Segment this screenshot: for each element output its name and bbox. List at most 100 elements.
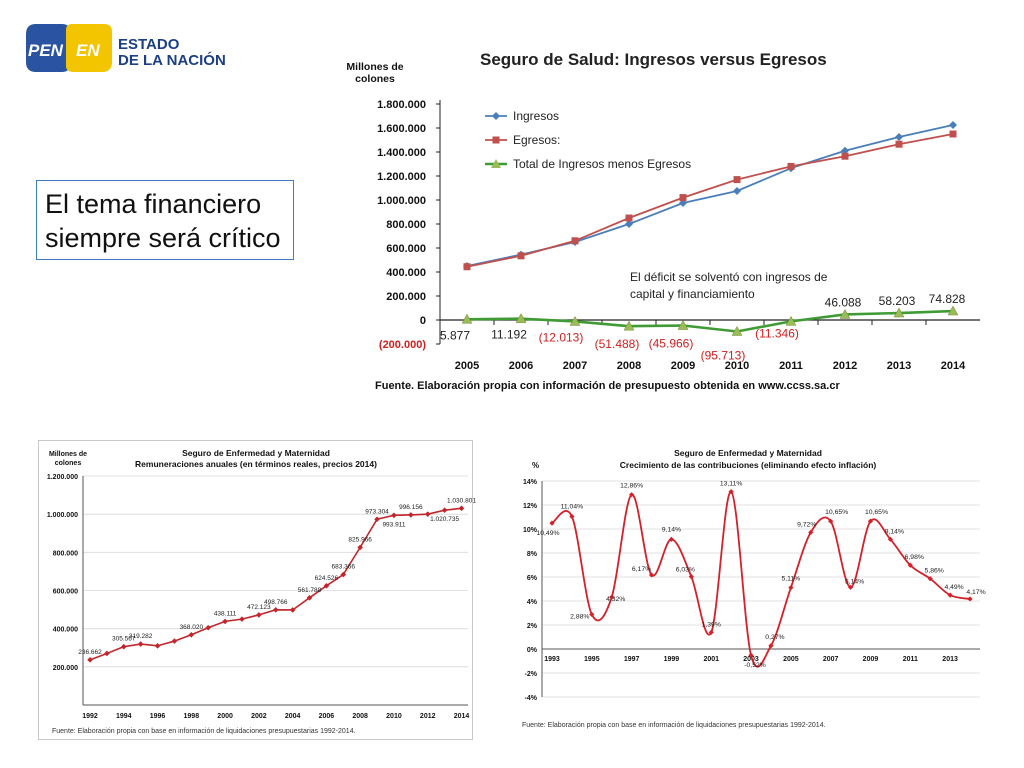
chart2-y-tick-label: 600.000 — [53, 589, 78, 596]
chart3-point — [688, 574, 694, 580]
chart2-data-label: 996.156 — [399, 504, 423, 511]
chart3-y-tick-label: -2% — [525, 671, 538, 678]
chart2-point — [272, 607, 279, 613]
chart1-point — [949, 121, 957, 129]
chart1-point — [515, 313, 527, 323]
chart2-ylabel: Millones de colones — [49, 451, 87, 467]
chart1-data-label: (45.966) — [649, 337, 694, 351]
chart2-data-label: 1.020.735 — [430, 516, 459, 523]
chart2-point — [408, 512, 414, 518]
estado-nacion-logo: PEN EN ESTADO DE LA NACIÓN — [20, 20, 230, 76]
chart1-point — [731, 325, 743, 336]
chart2-subtitle: Remuneraciones anuales (en términos real… — [135, 459, 377, 469]
chart1-x-tick-label: 2012 — [833, 360, 857, 372]
chart1-point — [677, 320, 689, 330]
chart2-y-tick-label: 800.000 — [53, 550, 78, 557]
chart2-point — [323, 583, 330, 589]
chart2-x-tick-label: 2008 — [352, 713, 368, 720]
chart3-point — [708, 629, 714, 635]
chart2-y-tick-label: 1.200.000 — [47, 474, 78, 481]
chart3-y-tick-label: 6% — [527, 575, 538, 582]
subtitle-box: El tema financiero siempre será crítico — [36, 180, 294, 260]
chart2-data-label: 305.567 — [112, 636, 136, 643]
chart2-x-tick-label: 2000 — [217, 713, 233, 720]
chart1-data-label: 74.828 — [929, 292, 966, 306]
chart1-y-tick-label: 400.000 — [386, 267, 426, 279]
chart1-y-tick-label: 1.200.000 — [377, 171, 426, 183]
chart2-point — [222, 618, 228, 625]
chart1-x-tick-label: 2008 — [617, 360, 641, 372]
chart2-source: Fuente: Elaboración propia con base en i… — [52, 728, 356, 735]
chart1-x-tick-label: 2007 — [563, 360, 587, 372]
chart1-legend: Ingresos Egresos: Total de Ingresos menos … — [485, 109, 691, 171]
chart2-point — [120, 643, 127, 650]
chart3-title: Seguro de Enfermedad y Maternidad — [674, 448, 822, 458]
chart3-data-label: 4,32% — [606, 596, 625, 603]
chart1-point — [571, 237, 579, 245]
chart1-point — [839, 308, 851, 319]
chart3-x-tick-label: 2011 — [903, 656, 918, 663]
chart1-data-label: 58.203 — [879, 294, 916, 308]
chart3-y-tick-label: -4% — [525, 695, 538, 702]
chart3-point — [748, 652, 754, 658]
chart2-x-tick-label: 2004 — [285, 713, 301, 720]
chart1-data-label: (11.346) — [755, 326, 799, 340]
chart1-y-tick-label: 1.600.000 — [377, 123, 426, 135]
chart1-legend-marker — [492, 112, 500, 120]
chart2-data-label: 624.526 — [315, 575, 339, 582]
chart1-data-label: (95.713) — [701, 348, 746, 362]
chart1-x-tick-label: 2005 — [455, 360, 479, 372]
chart3-y-tick-label: 0% — [527, 647, 538, 654]
chart2-point — [188, 631, 195, 638]
chart3-x-tick-label: 2007 — [823, 656, 839, 663]
chart1-source: Fuente. Elaboración propia con informaci… — [375, 380, 840, 392]
chart3-data-label: 2,88% — [570, 613, 589, 620]
chart1-legend-label: Ingresos — [513, 109, 559, 123]
chart1-point — [625, 220, 633, 228]
chart2-x-tick-label: 2006 — [319, 713, 335, 720]
chart2-point — [205, 624, 212, 631]
chart3-y-tick-label: 14% — [523, 479, 538, 486]
chart3-x-tick-label: 2005 — [783, 656, 799, 663]
chart1-y-tick-label: 800.000 — [386, 219, 426, 231]
chart2-point — [87, 657, 93, 663]
chart3-point — [549, 520, 555, 526]
chart2-data-label: 368.020 — [180, 624, 204, 631]
chart1-point — [625, 214, 633, 222]
chart3-y-tick-label: 8% — [527, 551, 538, 558]
chart1-y-tick-label: (200.000) — [379, 339, 426, 351]
chart1-point — [733, 187, 741, 195]
chart2-data-label: 825.966 — [348, 536, 372, 543]
chart2-data-label: 498.766 — [264, 599, 288, 606]
chart3-data-label: 0,27% — [765, 634, 784, 641]
chart3-data-label: 4,49% — [944, 584, 963, 591]
logo-shapes-icon: PEN EN — [26, 24, 112, 72]
chart1-x-tick-label: 2010 — [725, 360, 749, 372]
logo-left-text: PEN — [28, 41, 64, 60]
chart3-data-label: 11,04% — [561, 504, 584, 511]
chart3-data-label: 10,65% — [825, 509, 848, 516]
chart2-point — [340, 571, 347, 578]
chart1-y-tick-label: 1.400.000 — [377, 147, 426, 159]
chart3-subtitle: Crecimiento de las contribuciones (elimi… — [620, 460, 877, 470]
chart2-title: Seguro de Enfermedad y Maternidad — [182, 448, 330, 458]
chart3-data-label: 13,11% — [720, 481, 743, 488]
chart1-point — [569, 315, 581, 326]
chart-remuneraciones: Seguro de Enfermedad y Maternidad Remune… — [38, 440, 476, 740]
chart3-x-tick-label: 2009 — [863, 656, 879, 663]
chart2-point — [239, 616, 245, 622]
chart3-x-tick-label: 1995 — [584, 656, 600, 663]
chart3-x-tick-label: 1993 — [544, 656, 560, 663]
chart1-point — [895, 133, 903, 141]
chart2-data-label: 319.282 — [129, 633, 153, 640]
chart-contribuciones: Seguro de Enfermedad y Maternidad Crecim… — [522, 448, 986, 729]
chart1-data-label: 5.877 — [440, 328, 470, 342]
chart3-data-label: 9,14% — [885, 528, 904, 535]
chart2-frame — [38, 440, 473, 740]
chart1-point — [679, 194, 687, 202]
chart2-point — [289, 607, 296, 613]
chart3-point — [867, 518, 874, 524]
chart3-data-label: 4,17% — [966, 589, 985, 596]
chart2-y-tick-label: 200.000 — [53, 665, 78, 672]
chart3-x-tick-label: 1997 — [624, 656, 640, 663]
